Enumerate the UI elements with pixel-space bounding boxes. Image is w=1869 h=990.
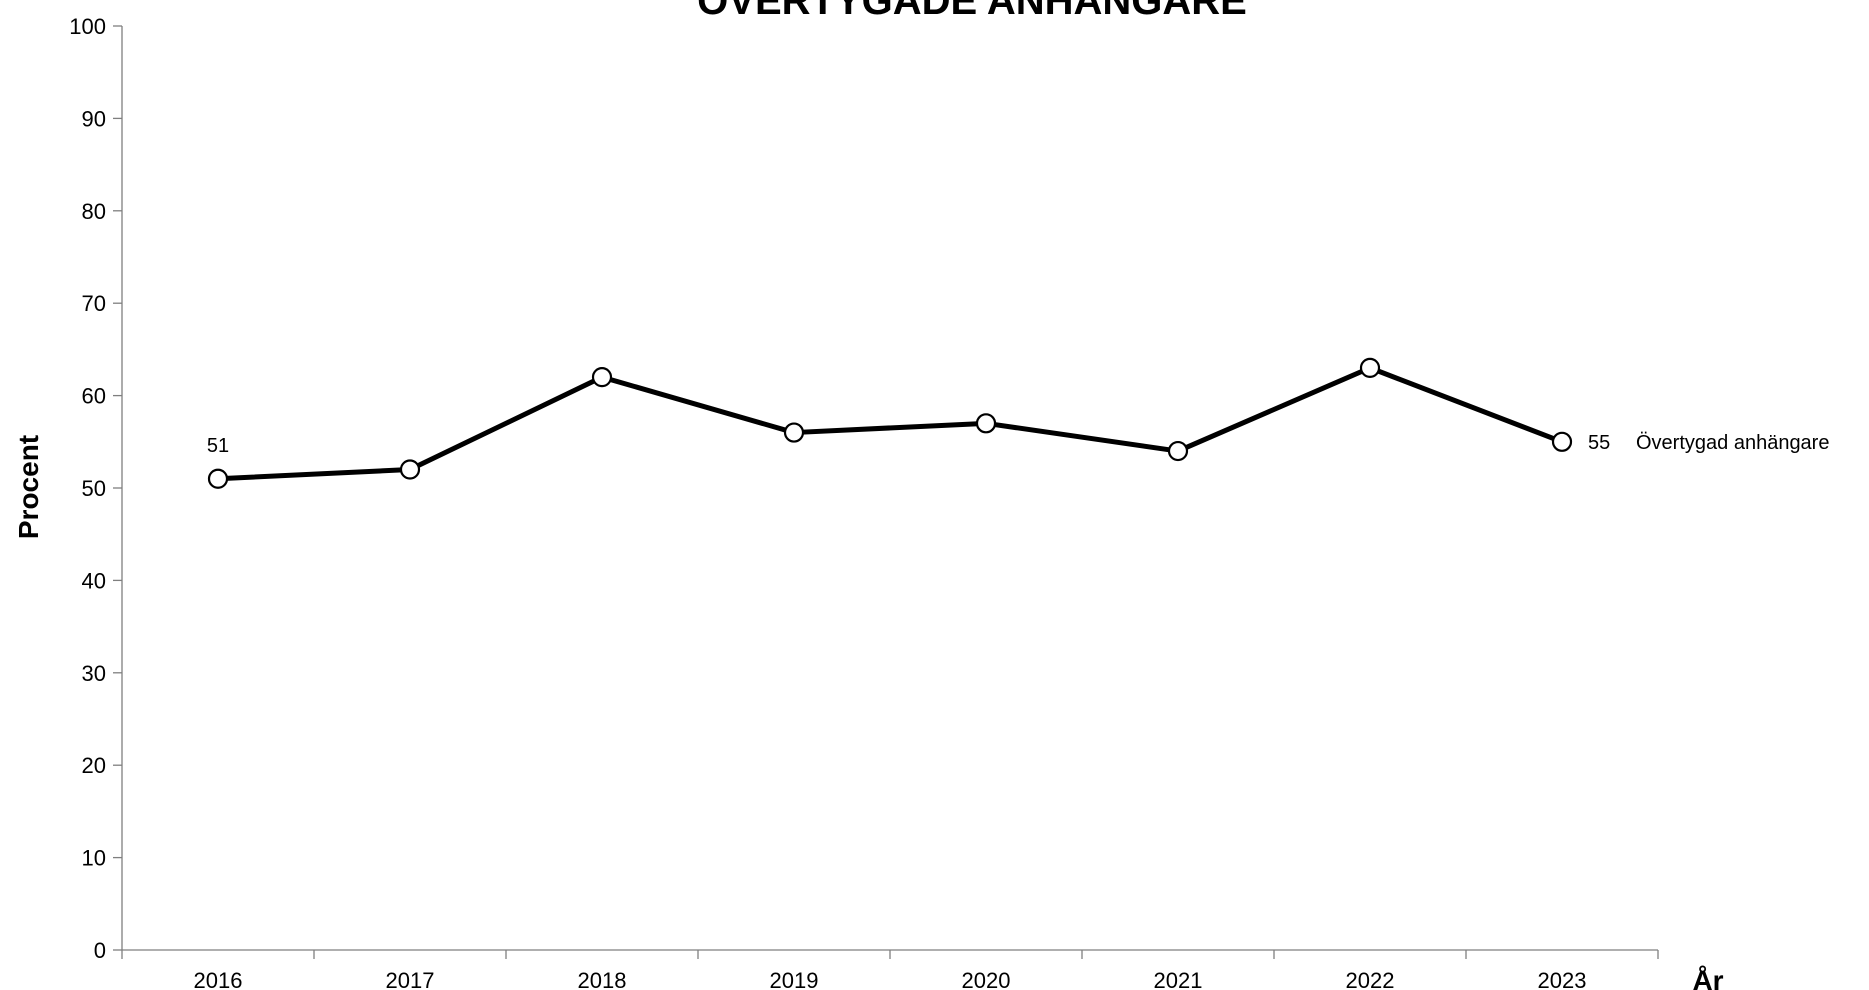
y-tick-label: 80: [82, 199, 106, 224]
y-axis-ticks: 0 10 20 30 40 50 60 70 80 90 100: [69, 14, 122, 963]
data-point: [783, 422, 805, 443]
chart-title: ÖVERTYGADE ANHÄNGARE: [697, 0, 1247, 23]
y-tick-label: 0: [94, 938, 106, 963]
data-point: [1551, 431, 1573, 452]
y-tick-label: 10: [82, 846, 106, 871]
x-tick-label: 2020: [962, 968, 1011, 990]
y-tick-label: 90: [82, 106, 106, 131]
x-axis-ticks: 2016 2017 2018 2019 2020 2021 2022 2023: [121, 950, 1659, 990]
series-line: [215, 365, 1565, 482]
y-tick-label: 100: [69, 14, 106, 39]
x-tick-label: 2023: [1538, 968, 1587, 990]
data-point: [591, 367, 613, 388]
data-point: [399, 459, 421, 480]
series-name-label: Övertygad anhängare: [1636, 432, 1829, 454]
y-axis-title: Procent: [13, 435, 44, 539]
data-point: [207, 468, 229, 489]
data-label-first: 51: [207, 435, 229, 457]
data-label-last: 55: [1588, 432, 1610, 454]
y-tick-label: 50: [82, 476, 106, 501]
x-tick-label: 2022: [1346, 968, 1395, 990]
y-tick-label: 40: [82, 568, 106, 593]
x-tick-label: 2016: [194, 968, 243, 990]
data-point: [1359, 357, 1381, 378]
y-tick-label: 30: [82, 661, 106, 686]
y-tick-label: 60: [82, 384, 106, 409]
x-tick-label: 2021: [1154, 968, 1203, 990]
series-layer: 51 55 Övertygad anhängare: [207, 357, 1829, 489]
x-tick-label: 2018: [578, 968, 627, 990]
data-point: [1167, 440, 1189, 462]
x-tick-label: 2019: [770, 968, 819, 990]
y-tick-label: 70: [82, 291, 106, 316]
y-tick-label: 20: [82, 753, 106, 778]
x-axis-title: År: [1692, 965, 1723, 990]
x-tick-label: 2017: [386, 968, 435, 990]
data-point: [975, 413, 997, 434]
